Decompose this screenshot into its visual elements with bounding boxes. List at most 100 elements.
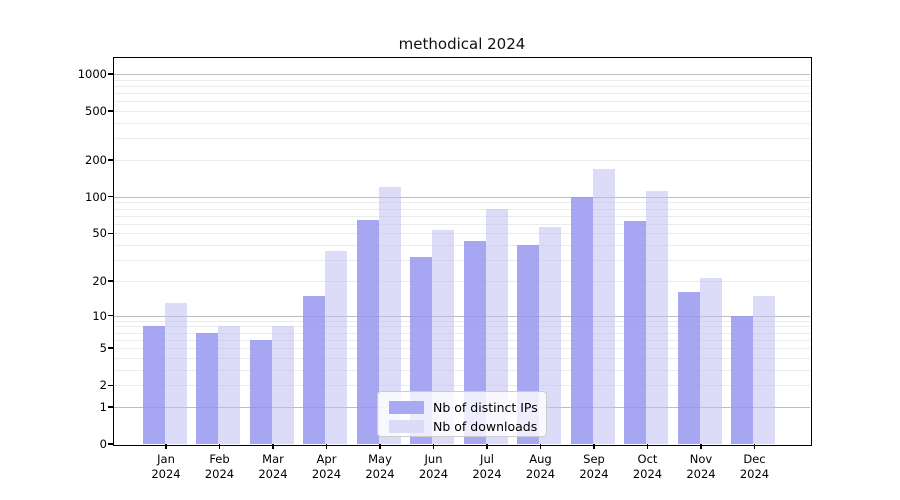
bar-distinct-ips-may [356,219,379,444]
bar-distinct-ips-mar [249,339,272,444]
bar-distinct-ips-jan [142,326,165,444]
x-tick-label-oct: Oct 2024 [613,452,683,482]
bar-downloads-mar [271,326,294,444]
x-tick-mark-oct [646,444,649,449]
x-tick-mark-mar [272,444,274,449]
bar-distinct-ips-sep [570,196,593,444]
bar-downloads-oct [646,190,668,444]
bar-distinct-ips-oct [624,221,646,444]
x-tick-month: Oct [637,452,658,466]
bar-downloads-aug [539,227,561,444]
y-tick-mark-200 [108,159,113,161]
x-tick-label-may: May 2024 [345,452,415,482]
plot-area [114,58,810,444]
x-tick-year: 2024 [739,467,770,481]
gridline-minor-800 [114,85,810,87]
y-tick-label-10: 10 [92,308,107,323]
x-tick-mark-feb [218,444,221,449]
legend-label: Nb of downloads [433,419,538,434]
x-tick-year: 2024 [151,467,181,481]
y-tick-label-500: 500 [85,104,107,118]
gridline-minor-20 [114,280,810,282]
x-tick-label-jul: Jul 2024 [452,452,522,482]
x-tick-month: Jun [424,452,443,466]
y-tick-mark-20 [108,280,113,282]
x-tick-year: 2024 [525,467,556,481]
y-tick-mark-10 [108,315,113,317]
y-tick-mark-5 [108,347,113,349]
x-tick-label-jun: Jun 2024 [399,452,469,482]
y-tick-mark-50 [108,232,113,235]
gridline-minor-700 [114,93,810,94]
x-tick-label-jan: Jan 2024 [131,452,201,482]
x-tick-month: May [368,452,392,466]
x-tick-year: 2024 [579,467,609,481]
x-tick-label-sep: Sep 2024 [559,452,629,482]
bar-downloads-may [378,187,401,444]
y-tick-label-20: 20 [92,273,107,288]
gridline-minor-400 [114,123,810,124]
gridline-minor-4 [114,357,810,359]
y-tick-mark-100 [108,196,113,198]
x-tick-month: Nov [689,452,713,466]
x-tick-month: Apr [316,452,337,466]
gridline-minor-2 [114,385,810,387]
y-tick-label-50: 50 [92,226,107,241]
x-tick-label-mar: Mar 2024 [238,452,308,482]
gridline-major-100 [114,196,810,198]
x-tick-month: Dec [743,452,766,466]
gridline-major-1000 [114,74,810,75]
gridline-minor-500 [114,111,810,112]
x-tick-label-dec: Dec 2024 [720,452,790,482]
x-tick-month: Aug [529,452,552,466]
x-tick-month: Sep [583,452,605,466]
legend-label: Nb of distinct IPs [433,400,538,415]
y-tick-mark-2 [108,384,113,386]
bar-downloads-nov [699,278,722,444]
gridline-minor-9 [114,320,810,322]
x-tick-mark-jul [486,444,488,449]
x-tick-year: 2024 [258,467,288,481]
bar-downloads-jan [164,302,187,444]
legend-item-downloads: Nb of downloads [389,417,546,436]
x-tick-mark-jun [432,444,435,449]
gridline-minor-30 [114,260,810,262]
gridline-minor-60 [114,223,810,225]
gridline-minor-200 [114,159,810,161]
y-tick-mark-1000 [108,73,113,75]
y-tick-label-5: 5 [99,341,107,355]
y-tick-label-0: 0 [99,437,107,451]
gridline-minor-90 [114,202,810,204]
x-tick-year: 2024 [311,467,342,481]
legend-swatch-distinct-ips [389,401,424,414]
bar-downloads-dec [753,295,775,444]
x-tick-year: 2024 [632,467,663,481]
x-tick-label-nov: Nov 2024 [666,452,736,482]
gridline-minor-300 [114,138,810,140]
y-tick-mark-500 [108,110,113,112]
y-tick-label-1000: 1000 [77,67,107,81]
gridline-minor-3 [114,369,810,371]
x-tick-mark-sep [593,444,595,449]
y-tick-label-2: 2 [99,378,107,393]
x-tick-mark-aug [539,444,542,449]
gridline-major-10 [114,315,810,317]
gridline-minor-70 [114,215,810,217]
y-tick-mark-1 [108,406,113,408]
x-tick-mark-dec [753,444,756,449]
gridline-minor-7 [114,332,810,334]
x-tick-year: 2024 [686,467,716,481]
gridline-minor-80 [114,208,810,210]
bar-distinct-ips-nov [677,292,700,444]
gridline-minor-600 [114,101,810,103]
legend-swatch-downloads [389,420,424,433]
x-tick-mark-nov [700,444,702,449]
bar-downloads-feb [218,326,240,444]
y-tick-mark-0 [108,443,113,445]
x-tick-year: 2024 [472,467,502,481]
bar-downloads-jul [485,208,508,444]
bar-downloads-apr [325,250,347,444]
bar-downloads-jun [432,230,454,444]
x-tick-mark-may [379,444,381,449]
gridline-minor-8 [114,326,810,328]
